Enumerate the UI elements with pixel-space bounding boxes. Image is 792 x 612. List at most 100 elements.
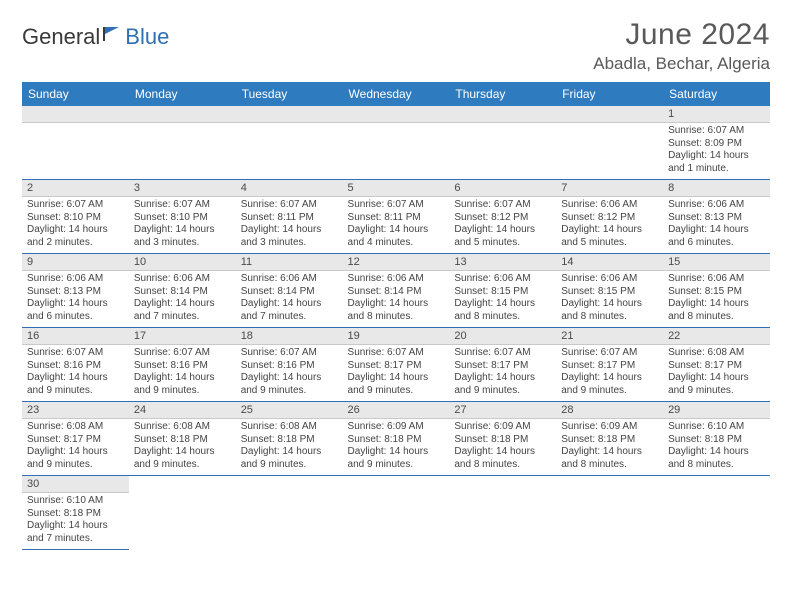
day-detail: Sunrise: 6:07 AMSunset: 8:17 PMDaylight:… bbox=[449, 345, 556, 401]
sunset-text: Sunset: 8:13 PM bbox=[27, 286, 124, 299]
day-header-tuesday: Tuesday bbox=[236, 82, 343, 106]
day-detail: Sunrise: 6:06 AMSunset: 8:14 PMDaylight:… bbox=[343, 271, 450, 327]
day-number: 8 bbox=[663, 180, 770, 197]
day-header-wednesday: Wednesday bbox=[343, 82, 450, 106]
day-number: 3 bbox=[129, 180, 236, 197]
day-detail: Sunrise: 6:09 AMSunset: 8:18 PMDaylight:… bbox=[343, 419, 450, 475]
calendar-cell: 27Sunrise: 6:09 AMSunset: 8:18 PMDayligh… bbox=[449, 402, 556, 476]
calendar-cell bbox=[556, 476, 663, 550]
sunrise-text: Sunrise: 6:07 AM bbox=[668, 125, 765, 138]
sunrise-text: Sunrise: 6:06 AM bbox=[134, 273, 231, 286]
sunset-text: Sunset: 8:18 PM bbox=[348, 434, 445, 447]
sunrise-text: Sunrise: 6:08 AM bbox=[134, 421, 231, 434]
day-detail: Sunrise: 6:07 AMSunset: 8:09 PMDaylight:… bbox=[663, 123, 770, 179]
day-number: 21 bbox=[556, 328, 663, 345]
calendar-cell: 2Sunrise: 6:07 AMSunset: 8:10 PMDaylight… bbox=[22, 180, 129, 254]
calendar-week-row: 9 Sunrise: 6:06 AM Sunset: 8:13 PM Daylight… bbox=[22, 254, 770, 328]
sunrise-text: Sunrise: 6:07 AM bbox=[561, 347, 658, 360]
calendar-cell bbox=[22, 106, 129, 180]
daylight-text: Daylight: 14 hours and 8 minutes. bbox=[454, 298, 551, 323]
sunset-text: Sunset: 8:18 PM bbox=[134, 434, 231, 447]
day-number: 12 bbox=[343, 254, 450, 271]
calendar-cell: 17Sunrise: 6:07 AMSunset: 8:16 PMDayligh… bbox=[129, 328, 236, 402]
daylight-text: Daylight: 14 hours and 9 minutes. bbox=[134, 446, 231, 471]
daylight-text: Daylight: 14 hours and 6 minutes. bbox=[668, 224, 765, 249]
day-number: 9 bbox=[22, 254, 129, 271]
sunset-text: Sunset: 8:12 PM bbox=[561, 212, 658, 225]
sunrise-text: Sunrise: 6:07 AM bbox=[241, 199, 338, 212]
sunrise-text: Sunrise: 6:08 AM bbox=[668, 347, 765, 360]
daylight-text: Daylight: 14 hours and 9 minutes. bbox=[561, 372, 658, 397]
sunset-text: Sunset: 8:11 PM bbox=[241, 212, 338, 225]
calendar-cell: 5Sunrise: 6:07 AMSunset: 8:11 PMDaylight… bbox=[343, 180, 450, 254]
calendar-table: Sunday Monday Tuesday Wednesday Thursday… bbox=[22, 82, 770, 550]
sunset-text: Sunset: 8:11 PM bbox=[348, 212, 445, 225]
day-header-sunday: Sunday bbox=[22, 82, 129, 106]
day-header-friday: Friday bbox=[556, 82, 663, 106]
calendar-cell: 10Sunrise: 6:06 AMSunset: 8:14 PMDayligh… bbox=[129, 254, 236, 328]
day-detail: Sunrise: 6:06 AMSunset: 8:15 PMDaylight:… bbox=[556, 271, 663, 327]
day-number: 2 bbox=[22, 180, 129, 197]
calendar-cell: 24 Sunrise: 6:08 AMSunset: 8:18 PMDayligh… bbox=[129, 402, 236, 476]
daylight-text: Daylight: 14 hours and 9 minutes. bbox=[241, 446, 338, 471]
calendar-cell: 15Sunrise: 6:06 AMSunset: 8:15 PMDayligh… bbox=[663, 254, 770, 328]
sunrise-text: Sunrise: 6:09 AM bbox=[348, 421, 445, 434]
sunset-text: Sunset: 8:18 PM bbox=[668, 434, 765, 447]
daylight-text: Daylight: 14 hours and 9 minutes. bbox=[348, 372, 445, 397]
sunrise-text: Sunrise: 6:07 AM bbox=[241, 347, 338, 360]
sunset-text: Sunset: 8:17 PM bbox=[27, 434, 124, 447]
day-detail: Sunrise: 6:10 AMSunset: 8:18 PMDaylight:… bbox=[22, 493, 129, 549]
day-number: 7 bbox=[556, 180, 663, 197]
flag-icon bbox=[103, 25, 123, 48]
calendar-cell: 1Sunrise: 6:07 AMSunset: 8:09 PMDaylight… bbox=[663, 106, 770, 180]
day-detail: Sunrise: 6:08 AMSunset: 8:18 PMDaylight:… bbox=[236, 419, 343, 475]
day-detail: Sunrise: 6:07 AMSunset: 8:11 PMDaylight:… bbox=[236, 197, 343, 253]
day-detail: Sunrise: 6:07 AMSunset: 8:16 PMDaylight:… bbox=[236, 345, 343, 401]
sunset-text: Sunset: 8:17 PM bbox=[348, 360, 445, 373]
day-number: 16 bbox=[22, 328, 129, 345]
calendar-cell: 25Sunrise: 6:08 AMSunset: 8:18 PMDayligh… bbox=[236, 402, 343, 476]
day-detail: Sunrise: 6:07 AMSunset: 8:12 PMDaylight:… bbox=[449, 197, 556, 253]
sunrise-text: Sunrise: 6:10 AM bbox=[27, 495, 124, 508]
sunset-text: Sunset: 8:18 PM bbox=[561, 434, 658, 447]
calendar-cell: 13Sunrise: 6:06 AMSunset: 8:15 PMDayligh… bbox=[449, 254, 556, 328]
day-number: 18 bbox=[236, 328, 343, 345]
sunset-text: Sunset: 8:14 PM bbox=[134, 286, 231, 299]
day-number: 19 bbox=[343, 328, 450, 345]
calendar-cell bbox=[556, 106, 663, 180]
sunrise-text: Sunrise: 6:06 AM bbox=[454, 273, 551, 286]
day-number: 28 bbox=[556, 402, 663, 419]
daylight-text: Daylight: 14 hours and 8 minutes. bbox=[668, 298, 765, 323]
day-number: 30 bbox=[22, 476, 129, 493]
calendar-week-row: 23Sunrise: 6:08 AMSunset: 8:17 PMDayligh… bbox=[22, 402, 770, 476]
sunrise-text: Sunrise: 6:08 AM bbox=[27, 421, 124, 434]
sunrise-text: Sunrise: 6:07 AM bbox=[134, 347, 231, 360]
calendar-week-row: 1Sunrise: 6:07 AMSunset: 8:09 PMDaylight… bbox=[22, 106, 770, 180]
sunset-text: Sunset: 8:12 PM bbox=[454, 212, 551, 225]
day-number: 13 bbox=[449, 254, 556, 271]
day-number: 29 bbox=[663, 402, 770, 419]
day-detail: Sunrise: 6:06 AMSunset: 8:15 PMDaylight:… bbox=[663, 271, 770, 327]
logo-text-blue: Blue bbox=[125, 24, 169, 50]
daylight-text: Daylight: 14 hours and 9 minutes. bbox=[27, 372, 124, 397]
sunset-text: Sunset: 8:18 PM bbox=[241, 434, 338, 447]
day-number: 24 bbox=[129, 402, 236, 419]
calendar-cell: 19 Sunrise: 6:07 AMSunset: 8:17 PMDayligh… bbox=[343, 328, 450, 402]
day-detail: Sunrise: 6:07 AMSunset: 8:10 PMDaylight:… bbox=[22, 197, 129, 253]
logo-text-general: General bbox=[22, 24, 100, 50]
calendar-cell: 4Sunrise: 6:07 AMSunset: 8:11 PMDaylight… bbox=[236, 180, 343, 254]
sunrise-text: Sunrise: 6:07 AM bbox=[348, 347, 445, 360]
calendar-cell bbox=[129, 476, 236, 550]
day-detail: Sunrise: 6:06 AMSunset: 8:12 PMDaylight:… bbox=[556, 197, 663, 253]
location-label: Abadla, Bechar, Algeria bbox=[593, 54, 770, 74]
daylight-text: Daylight: 14 hours and 4 minutes. bbox=[348, 224, 445, 249]
daylight-text: Daylight: 14 hours and 9 minutes. bbox=[27, 446, 124, 471]
calendar-cell: 6Sunrise: 6:07 AMSunset: 8:12 PMDaylight… bbox=[449, 180, 556, 254]
day-number: 17 bbox=[129, 328, 236, 345]
daylight-text: Daylight: 14 hours and 7 minutes. bbox=[134, 298, 231, 323]
sunset-text: Sunset: 8:14 PM bbox=[241, 286, 338, 299]
day-detail: Sunrise: 6:07 AMSunset: 8:17 PMDaylight:… bbox=[556, 345, 663, 401]
day-detail: Sunrise: 6:07 AMSunset: 8:10 PMDaylight:… bbox=[129, 197, 236, 253]
daylight-text: Daylight: 14 hours and 9 minutes. bbox=[454, 372, 551, 397]
day-detail: Sunrise: 6:06 AMSunset: 8:15 PMDaylight:… bbox=[449, 271, 556, 327]
